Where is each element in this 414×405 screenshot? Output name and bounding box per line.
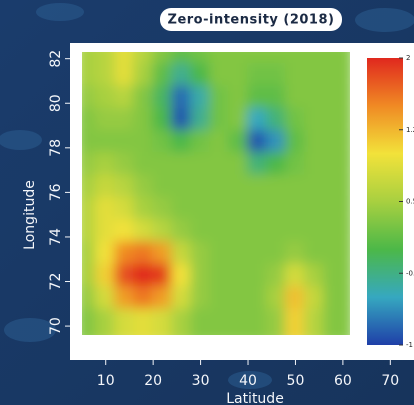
- y-tick-label: 78: [48, 139, 64, 157]
- y-tick-label: 76: [48, 183, 64, 201]
- x-tick-label: 60: [334, 373, 352, 389]
- colorbar-tick-label: 1.25: [406, 126, 414, 134]
- y-tick-label: 72: [48, 273, 64, 291]
- y-tick-label: 80: [48, 94, 64, 112]
- colorbar: [367, 58, 403, 345]
- chart: Zero-intensity (2018) Latitude Longitude…: [0, 0, 414, 405]
- y-tick-label: 70: [48, 317, 64, 335]
- colorbar-tick-label: -0.25: [406, 269, 414, 277]
- x-tick-label: 70: [381, 373, 399, 389]
- heatmap: [76, 41, 353, 344]
- chart-title: Zero-intensity (2018): [168, 13, 335, 28]
- x-tick-label: 40: [239, 373, 257, 389]
- y-tick-label: 82: [48, 50, 64, 68]
- colorbar-tick-label: 2: [406, 54, 410, 62]
- colorbar-tick-label: 0.5: [406, 198, 414, 206]
- y-axis-label: Longitude: [22, 180, 38, 250]
- y-tick-label: 74: [48, 228, 64, 246]
- x-axis-label: Latitude: [226, 391, 284, 405]
- x-tick-label: 20: [144, 373, 162, 389]
- x-tick-label: 30: [192, 373, 210, 389]
- x-tick-label: 10: [97, 373, 115, 389]
- x-tick-label: 50: [287, 373, 305, 389]
- colorbar-tick-label: -1: [406, 341, 413, 349]
